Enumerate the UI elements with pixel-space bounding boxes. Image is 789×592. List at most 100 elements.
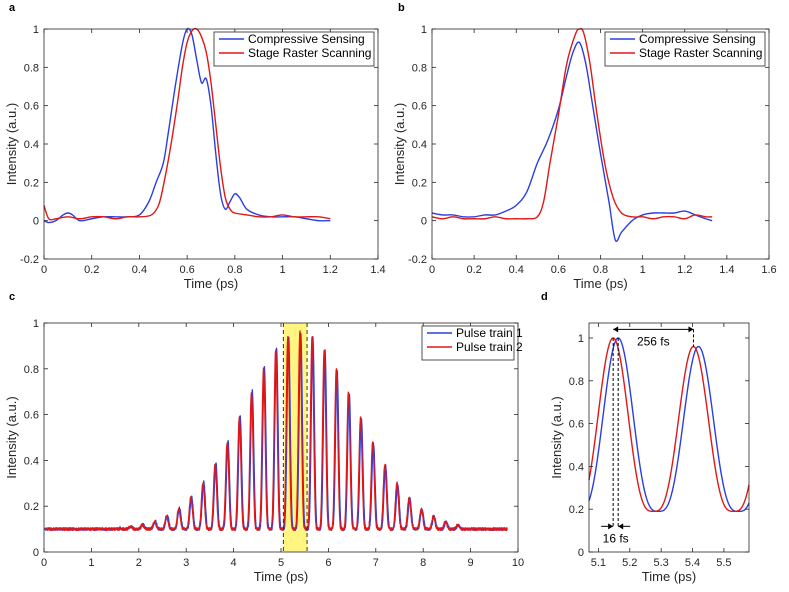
x-tick-label: 0.2: [84, 264, 99, 276]
x-tick-label: 9: [468, 557, 474, 569]
arrow-head-16fs-left: [608, 523, 614, 530]
y-axis-label: Intensity (a.u.): [4, 103, 19, 185]
series-line-compressive-sensing: [431, 41, 713, 242]
panel-c: 0 1 2 3 4 5 6 7 8 9 10 0 0.2 0.4 0.6 0.8 1 Time (ps) Inten…: [4, 291, 524, 584]
y-tick-label: 0.2: [569, 504, 584, 516]
legend-label: Pulse train 2: [456, 340, 523, 354]
plot-area: [432, 29, 769, 259]
x-tick-label: 7: [373, 557, 379, 569]
y-tick-label: 0.8: [412, 62, 427, 74]
x-tick-label: 0.8: [227, 264, 242, 276]
y-axis-label: Intensity (a.u.): [392, 103, 407, 185]
y-tick-label: 0.4: [412, 139, 427, 151]
panel-a: 0 0.2 0.4 0.6 0.8 1 1.2 1.4-0.200.20.40.60.81Ti…: [4, 2, 386, 291]
panel-label: c: [9, 291, 15, 303]
x-tick-label: 1.4: [370, 264, 385, 276]
y-tick-label: 0: [33, 547, 39, 559]
x-tick-label: 1: [280, 264, 286, 276]
x-tick-label: 1.4: [719, 264, 734, 276]
y-tick-label: 1: [578, 333, 584, 345]
panel-label: a: [9, 2, 16, 14]
y-tick-label: 0.6: [412, 101, 427, 113]
y-tick-label: 0.4: [24, 139, 39, 151]
y-tick-label: 1: [421, 24, 427, 36]
legend-label: Stage Raster Scanning: [639, 46, 762, 60]
axes-box: [588, 322, 750, 553]
y-tick-label: 1: [33, 24, 39, 36]
x-axis-label: Time (ps): [573, 276, 627, 291]
legend-label: Pulse train 1: [456, 326, 523, 340]
legend-label: Stage Raster Scanning: [248, 46, 371, 60]
x-tick-label: 5.1: [591, 557, 606, 569]
x-tick-label: 6: [325, 557, 331, 569]
series-line-pulse-train-2: [44, 330, 508, 532]
y-tick-label: 0.8: [24, 364, 39, 376]
y-tick-label: -0.2: [408, 254, 427, 266]
y-tick-label: 0.2: [24, 501, 39, 513]
x-tick-label: 5: [278, 557, 284, 569]
x-tick-label: 1: [88, 557, 94, 569]
legend-box: [213, 31, 375, 67]
plot-area: [44, 323, 518, 552]
panel-label: d: [541, 291, 548, 303]
x-tick-label: 5.5: [716, 557, 731, 569]
y-tick-label: 0.4: [24, 455, 39, 467]
x-tick-label: 4: [231, 557, 237, 569]
y-tick-label: 1: [33, 318, 39, 330]
x-axis-label: Time (ps): [642, 569, 696, 584]
x-tick-label: 0.4: [132, 264, 147, 276]
y-tick-label: 0.2: [412, 177, 427, 189]
x-tick-label: 0: [41, 264, 47, 276]
legend-label: Compressive Sensing: [639, 32, 756, 46]
series-line-stage-raster-scanning: [43, 27, 331, 221]
x-tick-label: 0.2: [466, 264, 481, 276]
series-line-stage-raster-scanning: [431, 27, 713, 220]
legend-label: Compressive Sensing: [248, 32, 365, 46]
arrow-head-left: [613, 326, 619, 333]
annotation-256fs: 256 fs: [637, 334, 670, 348]
y-tick-label: 0.6: [24, 410, 39, 422]
arrow-head-right: [688, 326, 694, 333]
y-tick-label: 0.6: [569, 419, 584, 431]
x-tick-label: 5.2: [622, 557, 637, 569]
y-tick-label: 0: [421, 216, 427, 228]
panel-b: 0 0.2 0.4 0.6 0.8 1 1.2 1.4 1.6-0.200.20.40.60.8…: [392, 2, 777, 291]
y-tick-label: 0.8: [569, 376, 584, 388]
y-tick-label: 0.6: [24, 101, 39, 113]
arrow-head-16fs-right: [618, 523, 624, 530]
x-axis-label: Time (ps): [254, 569, 308, 584]
x-tick-label: 10: [512, 557, 524, 569]
x-tick-label: 0: [429, 264, 435, 276]
x-tick-label: 8: [420, 557, 426, 569]
x-tick-label: 1: [640, 264, 646, 276]
x-tick-label: 0.8: [593, 264, 608, 276]
plot-area: [589, 323, 749, 552]
x-axis-label: Time (ps): [184, 276, 238, 291]
x-tick-label: 1.6: [761, 264, 776, 276]
y-tick-label: 0: [33, 216, 39, 228]
x-tick-label: 0.4: [509, 264, 524, 276]
y-axis-label: Intensity (a.u.): [4, 396, 19, 478]
panel-label: b: [398, 2, 405, 14]
y-tick-label: 0.2: [24, 177, 39, 189]
x-tick-label: 0: [41, 557, 47, 569]
x-tick-label: 5.3: [654, 557, 669, 569]
y-tick-label: -0.2: [20, 254, 39, 266]
y-axis-label: Intensity (a.u.): [549, 396, 564, 478]
series-line-pulse-train-2: [588, 337, 750, 513]
legend-box: [421, 325, 515, 361]
annotation-16fs: 16 fs: [603, 531, 629, 545]
x-tick-label: 2: [136, 557, 142, 569]
x-tick-label: 0.6: [179, 264, 194, 276]
x-tick-label: 0.6: [551, 264, 566, 276]
panel-d: 256 fs 16 fs 5.1 5.2 5.3 5.4 5.5 0 0.2 0.4 0.6 0.8 1…: [541, 291, 750, 584]
y-tick-label: 0.8: [24, 62, 39, 74]
x-tick-label: 1.2: [677, 264, 692, 276]
x-tick-label: 5.4: [685, 557, 700, 569]
y-tick-label: 0.4: [569, 461, 584, 473]
x-tick-label: 1.2: [323, 264, 338, 276]
legend-box: [604, 31, 766, 67]
x-tick-label: 3: [183, 557, 189, 569]
y-tick-label: 0: [578, 547, 584, 559]
